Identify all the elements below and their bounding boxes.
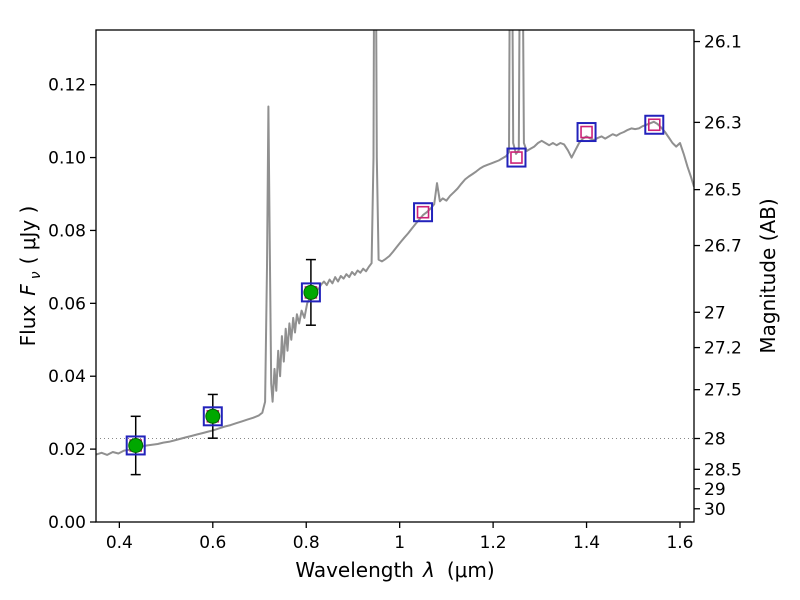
y-left-tick-label: 0.10 (48, 149, 86, 169)
flux-label-text: Flux (16, 304, 40, 347)
model-photometry-outer-square (506, 147, 527, 168)
y-left-tick-label: 0.00 (48, 513, 86, 533)
x-tick-label: 0.4 (106, 533, 133, 553)
x-tick-label: 0.8 (293, 533, 320, 553)
model-photometry-inner-square (416, 205, 430, 219)
x-tick-label: 1.6 (666, 533, 693, 553)
x-tick-label: 0.6 (199, 533, 226, 553)
model-photometry-outer-square (202, 406, 223, 427)
x-tick-label: 1.2 (480, 533, 507, 553)
x-axis-label: Wavelength λ (μm) (96, 558, 694, 582)
y-right-tick-label: 27.5 (704, 381, 742, 401)
y-axis-right-label: Magnitude (AB) (756, 198, 780, 353)
y-right-tick-label: 28.5 (704, 460, 742, 480)
y-left-tick-label: 0.08 (48, 221, 86, 241)
y-right-tick-label: 26.1 (704, 33, 742, 53)
model-spectrum-line (96, 30, 694, 456)
y-right-tick-label: 27 (704, 303, 726, 323)
y-right-tick-label: 26.3 (704, 113, 742, 133)
y-right-tick-label: 26.5 (704, 181, 742, 201)
y-axis-left-label: Flux Fν ( μJy ) (16, 206, 44, 347)
x-axis-unit: (μm) (446, 558, 495, 582)
y-left-tick-label: 0.02 (48, 440, 86, 460)
x-tick-label: 1.4 (573, 533, 600, 553)
magnitude-label-text: Magnitude (AB) (756, 198, 780, 354)
model-photometry-outer-square (644, 114, 665, 135)
y-left-tick-label: 0.04 (48, 367, 86, 387)
flux-subscript: ν (28, 271, 44, 280)
y-right-tick-label: 30 (704, 500, 726, 520)
model-photometry-outer-square (125, 435, 146, 456)
flux-unit: ( μJy ) (16, 205, 40, 265)
x-axis-label-text: Wavelength (295, 558, 414, 582)
y-right-tick-label: 29 (704, 480, 726, 500)
model-photometry-outer-square (300, 282, 321, 303)
model-photometry-inner-square (510, 151, 523, 164)
observed-photometry-point (128, 437, 144, 453)
observed-photometry-point (205, 408, 221, 424)
model-photometry-outer-square (576, 122, 597, 143)
plot-frame (95, 29, 695, 523)
observed-photometry-point (303, 284, 319, 300)
model-photometry-outer-square (413, 202, 434, 223)
model-photometry-inner-square (580, 125, 593, 139)
y-left-tick-label: 0.12 (48, 76, 86, 96)
flux-symbol: F (16, 284, 40, 296)
lambda-symbol: λ (423, 558, 435, 582)
y-right-tick-label: 28 (704, 430, 726, 450)
x-tick-label: 1 (394, 533, 405, 553)
y-right-tick-label: 26.7 (704, 237, 742, 257)
model-photometry-inner-square (647, 118, 661, 132)
y-right-tick-label: 27.2 (704, 339, 742, 359)
y-left-tick-label: 0.06 (48, 294, 86, 314)
